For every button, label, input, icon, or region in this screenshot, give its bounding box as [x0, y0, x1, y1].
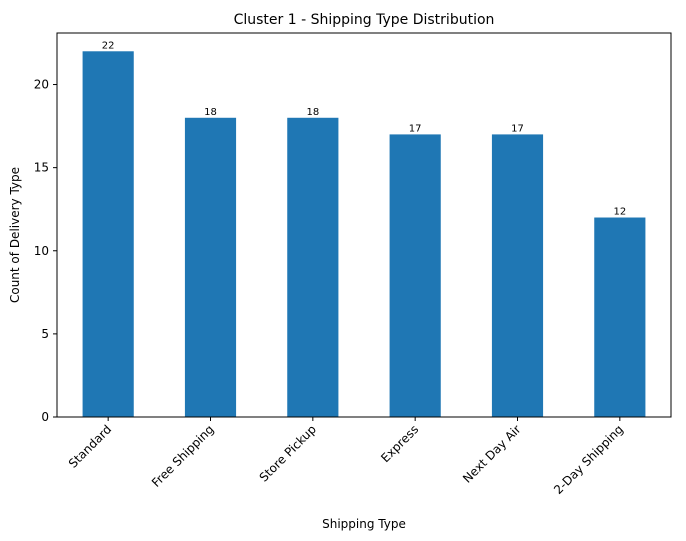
y-tick-label: 10: [34, 244, 49, 258]
x-axis-label: Shipping Type: [322, 517, 406, 531]
x-tick-label: 2-Day Shipping: [551, 422, 626, 497]
bar-next-day-air: [491, 134, 544, 418]
bars-group: [82, 51, 646, 418]
x-axis-ticks: Standard Free Shipping Store Pickup Express…: [66, 417, 626, 497]
bar-express: [389, 134, 441, 418]
y-axis-ticks: 0 5 10 15 20: [34, 78, 57, 424]
y-axis-label: Count of Delivery Type: [8, 167, 22, 303]
data-labels-group: 22 18 18 17 17 12: [102, 40, 626, 217]
bar-store-pickup: [287, 117, 339, 417]
data-label: 17: [409, 123, 422, 134]
bar-2-day-shipping: [594, 217, 646, 417]
data-label: 18: [306, 107, 319, 118]
y-tick-label: 20: [34, 78, 49, 92]
data-label: 17: [511, 123, 524, 134]
x-tick-label: Express: [378, 422, 421, 465]
y-tick-label: 15: [34, 161, 49, 175]
x-tick-label: Store Pickup: [257, 422, 319, 484]
bar-standard: [82, 51, 134, 418]
data-label: 22: [102, 40, 115, 51]
x-tick-label: Standard: [66, 422, 115, 471]
bar-free-shipping: [184, 117, 237, 417]
y-tick-label: 0: [41, 410, 49, 424]
y-tick-label: 5: [41, 327, 49, 341]
x-tick-label: Free Shipping: [149, 422, 217, 490]
data-label: 18: [204, 107, 217, 118]
data-label: 12: [613, 207, 626, 218]
x-tick-label: Next Day Air: [460, 422, 524, 486]
plot-frame: [56, 32, 672, 418]
chart-title: Cluster 1 - Shipping Type Distribution: [234, 12, 495, 28]
